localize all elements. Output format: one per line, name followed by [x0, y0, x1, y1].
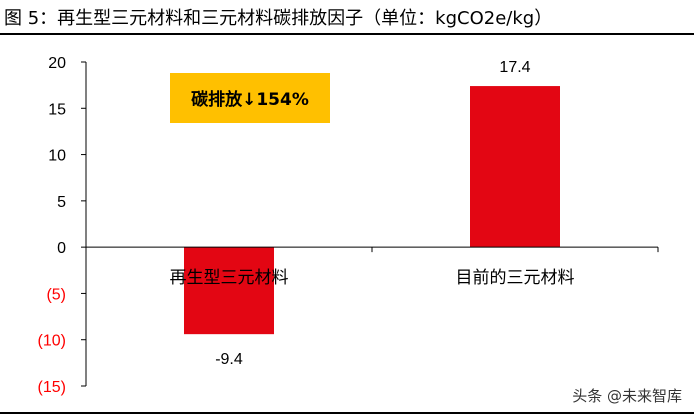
callout-text: 碳排放↓154%: [191, 89, 309, 110]
bars: [184, 86, 560, 335]
y-tick-label: (15): [38, 379, 66, 396]
y-tick-label: (10): [38, 333, 66, 350]
y-tick-label: 10: [48, 148, 66, 165]
y-axis: 20 15 10 5 0 (5) (10) (15): [38, 55, 87, 396]
y-tick-label: 5: [57, 194, 66, 211]
data-labels: -9.4 17.4: [215, 59, 530, 368]
figure-title: 图 5：再生型三元材料和三元材料碳排放因子（单位：kgCO2e/kg）: [4, 8, 553, 29]
y-tick-label: (5): [46, 286, 66, 303]
bar-value-label: 17.4: [499, 59, 530, 76]
callout: 碳排放↓154%: [170, 73, 330, 123]
bottom-rule: [0, 412, 694, 414]
callout-box: [170, 73, 330, 123]
watermark: 头条 @未来智库: [572, 387, 682, 405]
bar: [184, 247, 274, 335]
top-rule: [0, 33, 694, 35]
y-tick-label: 15: [48, 101, 66, 118]
x-axis: 再生型三元材料 目前的三元材料: [85, 246, 659, 288]
category-label: 目前的三元材料: [456, 268, 575, 288]
y-tick-label: 0: [57, 240, 66, 257]
bar: [470, 86, 560, 248]
category-label: 再生型三元材料: [170, 268, 289, 288]
y-tick-label: 20: [48, 55, 66, 72]
bar-value-label: -9.4: [215, 351, 243, 368]
